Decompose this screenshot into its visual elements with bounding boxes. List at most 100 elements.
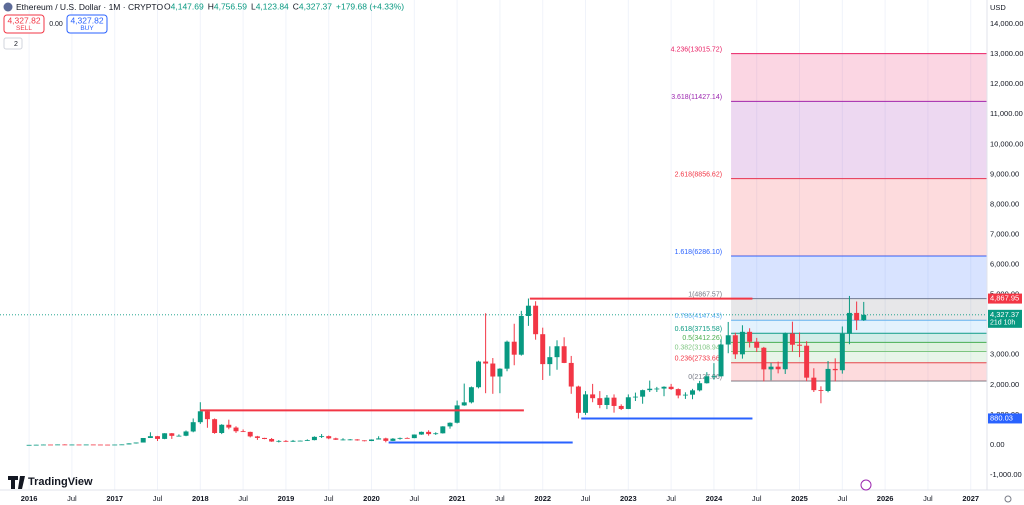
candle-body [112, 444, 118, 446]
fib-label: 4.236(13015.72) [671, 46, 722, 53]
x-tick-label: 2019 [278, 494, 295, 503]
indicator-badge[interactable] [3, 37, 23, 50]
candle-body [361, 440, 367, 442]
candle-body [369, 439, 375, 442]
sell-button[interactable] [3, 14, 45, 34]
candle-body [190, 422, 196, 432]
candle-body [497, 368, 503, 377]
candle-body [233, 427, 239, 432]
candle-body [704, 376, 710, 384]
candle-body [83, 444, 89, 446]
candle-body [276, 440, 282, 442]
candle-body [319, 436, 325, 437]
candle-body [468, 387, 474, 403]
candle-body [625, 397, 631, 409]
fib-band [731, 255, 987, 299]
y-tick-label: 10,000.00 [990, 139, 1023, 148]
fib-label: 3.618(11427.14) [671, 94, 722, 101]
candle-body [604, 397, 610, 405]
fib-label: 0.236(2733.66) [675, 356, 722, 363]
candle-body [661, 386, 667, 389]
fib-label: 1(4867.57) [688, 291, 722, 298]
candle-body [155, 436, 160, 439]
candle-body [283, 440, 289, 442]
candle-body [48, 444, 53, 446]
candle-body [647, 388, 653, 391]
candle-body [568, 362, 574, 387]
fib-label: 0.786(4147.43) [675, 313, 722, 320]
price-label: 880.03 [990, 413, 1013, 422]
candle-body [668, 386, 674, 390]
x-tick-label: 2020 [363, 494, 380, 503]
candle-body [176, 435, 182, 437]
price-label-box [988, 413, 1022, 424]
fib-retracement: 0(2127.06)0.236(2733.66)0.382(3108.94)0.… [671, 46, 987, 382]
candle-body [311, 436, 317, 441]
fib-label: 0.5(3412.26) [682, 335, 722, 342]
y-tick-label: 0.00 [990, 440, 1005, 449]
y-tick-label: 3,000.00 [990, 350, 1019, 359]
x-tick-label: Jul [838, 494, 848, 503]
candle-body [262, 437, 267, 439]
candle-body [40, 444, 46, 446]
x-tick-label: 2016 [21, 494, 38, 503]
candle-body [640, 390, 646, 397]
x-tick-label: Jul [410, 494, 420, 503]
candle-body [126, 443, 132, 445]
candle-body [433, 433, 439, 435]
candle-body [768, 366, 774, 370]
spread: 0.00 [49, 21, 63, 28]
plot [0, 295, 987, 446]
candle-body [290, 440, 296, 442]
x-tick-label: 2025 [791, 494, 808, 503]
y-tick-label: -1,000.00 [990, 470, 1022, 479]
candle-body [540, 334, 546, 365]
candle-body [697, 383, 703, 391]
candle-body [483, 361, 489, 364]
candle-body [440, 426, 446, 434]
candle-body [525, 305, 531, 317]
candle-body [782, 333, 788, 370]
candle-body [461, 402, 467, 406]
fib-label: 0.382(3108.94) [675, 344, 722, 351]
candle-body [240, 431, 246, 433]
settings-icon[interactable] [1004, 495, 1012, 503]
buy-button[interactable] [66, 14, 108, 34]
candle-body [383, 438, 389, 441]
ohlc-value: 4,123.84 [256, 2, 289, 12]
fib-label: 2.618(8856.62) [675, 172, 722, 179]
candle-body [304, 440, 310, 441]
candle-body [247, 431, 253, 437]
candle-body [254, 436, 260, 438]
candle-body [618, 405, 624, 409]
candle-body [326, 436, 332, 439]
replay-icon[interactable] [860, 479, 872, 491]
candle-body [169, 433, 175, 436]
y-tick-label: 14,000.00 [990, 19, 1023, 28]
candle-body [747, 331, 753, 342]
candle-body [397, 437, 403, 439]
price-label-box [988, 309, 1022, 328]
fib-label: 0.618(3715.58) [675, 326, 722, 333]
fib-band [731, 342, 987, 352]
candle-body [226, 424, 232, 428]
candle-body [811, 377, 817, 391]
x-tick-label: 2024 [706, 494, 724, 503]
candle-body [69, 444, 75, 446]
candle-body [511, 341, 517, 355]
fib-band [731, 53, 987, 102]
symbol-title: Ethereum / U.S. Dollar · 1M · CRYPTO [16, 2, 163, 12]
x-tick-label: 2022 [534, 494, 551, 503]
candle-body [90, 444, 96, 446]
candle-body [183, 431, 189, 436]
y-tick-label: 7,000.00 [990, 229, 1019, 238]
x-tick-label: Jul [324, 494, 334, 503]
logo-text: TradingView [28, 476, 93, 488]
sell-price: 4,327.82 [7, 15, 40, 25]
candle-body [454, 405, 460, 423]
ohlc-value: 4,327.37 [299, 2, 332, 12]
candle-body [533, 305, 539, 335]
x-tick-label: 2023 [620, 494, 637, 503]
